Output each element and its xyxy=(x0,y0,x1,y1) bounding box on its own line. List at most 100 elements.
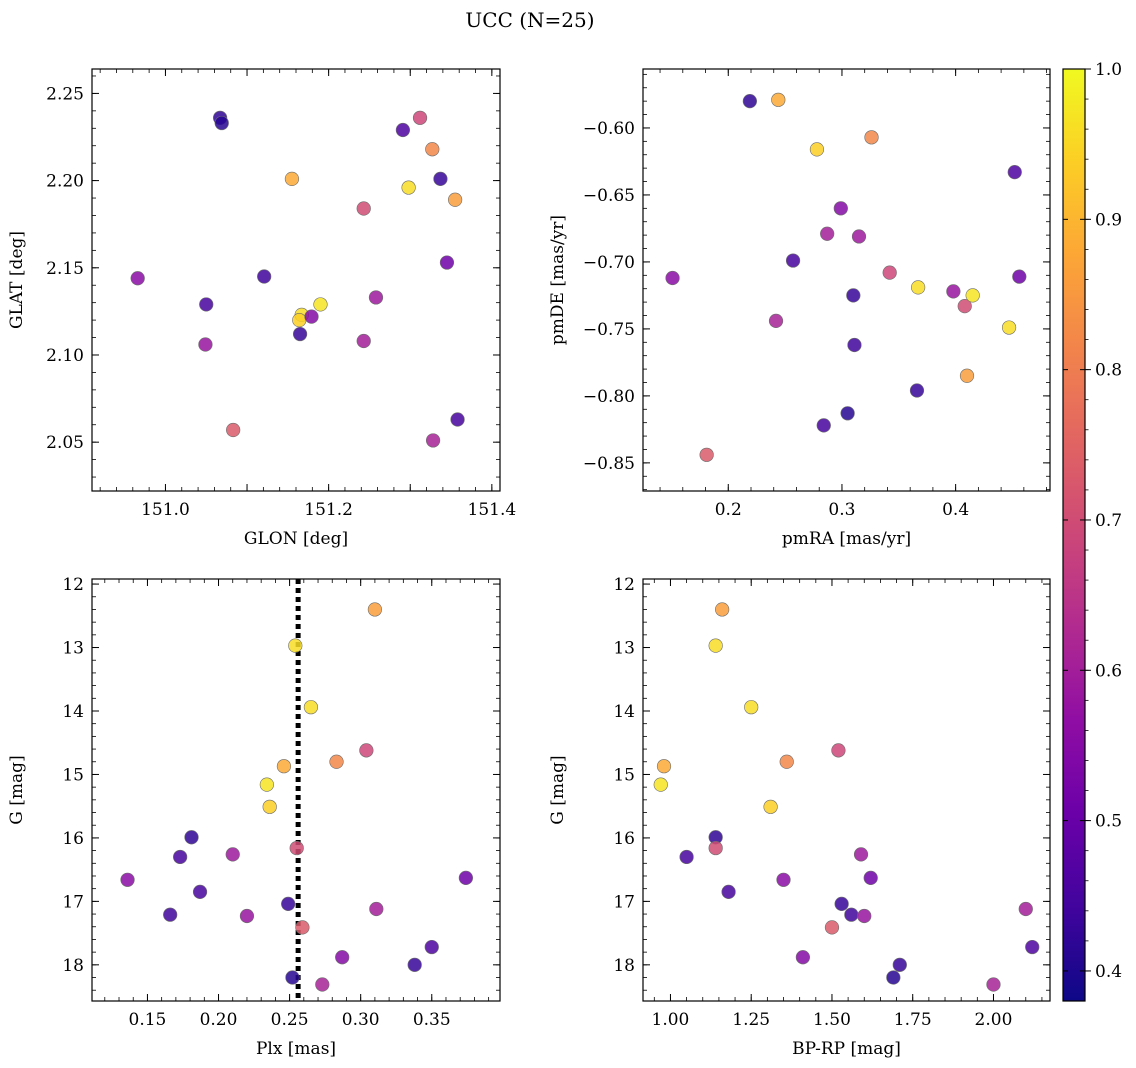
colorbar-tick-label: 0.9 xyxy=(1095,210,1122,230)
colorbar-frame xyxy=(1062,68,1086,1002)
y-tick-label: 17 xyxy=(62,892,84,912)
y-tick-label: 2.20 xyxy=(46,172,84,192)
scatter-points xyxy=(665,92,1027,462)
data-point xyxy=(289,840,304,856)
data-point xyxy=(259,777,274,792)
y-tick-label: −0.65 xyxy=(583,186,635,206)
y-tick-label: −0.70 xyxy=(583,253,635,273)
y-tick-label: 13 xyxy=(613,639,635,659)
y-tick-label: 16 xyxy=(613,829,635,849)
data-point xyxy=(911,280,926,295)
data-point xyxy=(424,939,439,955)
ticks: 1.00 1.25 1.50 1.75 2.00 12 13 14 15 16 17 18 xyxy=(613,575,1050,1030)
data-point xyxy=(303,700,319,715)
y-tick-label: 16 xyxy=(62,829,84,849)
data-point xyxy=(433,171,448,186)
x-tick-label: 0.15 xyxy=(129,1010,167,1030)
scatter-points xyxy=(653,602,1040,992)
data-point xyxy=(742,94,757,109)
data-point xyxy=(846,288,861,303)
x-axis-label: pmRA [mas/yr] xyxy=(782,529,911,549)
data-point xyxy=(679,849,694,865)
data-point xyxy=(721,884,736,899)
data-point xyxy=(367,602,382,617)
data-point xyxy=(820,226,835,241)
y-tick-label: −0.85 xyxy=(583,454,635,474)
data-point xyxy=(192,884,208,899)
y-tick-label: 17 xyxy=(613,892,635,912)
x-tick-label: 0.2 xyxy=(715,500,742,520)
data-point xyxy=(262,799,277,814)
y-axis-label: G [mag] xyxy=(7,755,27,824)
x-tick-label: 2.00 xyxy=(975,1010,1013,1030)
data-point xyxy=(407,957,422,972)
data-point xyxy=(163,907,178,922)
y-tick-label: −0.60 xyxy=(583,119,635,139)
data-point xyxy=(768,313,784,328)
colorbar-tick-label: 0.6 xyxy=(1095,661,1122,681)
data-point xyxy=(356,201,371,216)
data-point xyxy=(795,950,810,965)
y-tick-label: 14 xyxy=(613,702,635,722)
x-tick-label: 151.0 xyxy=(141,500,190,520)
data-point xyxy=(395,122,410,138)
data-point xyxy=(665,270,680,286)
data-point xyxy=(329,754,344,769)
x-axis-label: Plx [mas] xyxy=(256,1039,336,1059)
data-point xyxy=(847,337,862,353)
colorbar-tick-label: 0.4 xyxy=(1095,962,1122,982)
data-point xyxy=(892,957,907,972)
y-axis-label: GLAT [deg] xyxy=(7,231,27,329)
data-point xyxy=(226,422,241,438)
data-point xyxy=(173,849,188,865)
x-tick-label: 0.3 xyxy=(828,500,855,520)
y-tick-label: 18 xyxy=(613,956,635,976)
data-point xyxy=(368,290,384,305)
data-point xyxy=(439,255,455,270)
y-tick-label: 2.15 xyxy=(46,259,84,279)
data-point xyxy=(840,406,855,421)
y-tick-label: −0.80 xyxy=(583,387,635,407)
data-point xyxy=(295,920,310,935)
figure-title: UCC (N=25) xyxy=(465,8,594,32)
data-point xyxy=(886,970,901,985)
x-tick-label: 151.4 xyxy=(468,500,517,520)
panel-3: 0.15 0.20 0.25 0.30 0.35 12 13 14 15 16 17 18 Plx [m… xyxy=(7,575,501,1059)
data-point xyxy=(335,950,350,965)
x-tick-label: 1.00 xyxy=(652,1010,690,1030)
data-point xyxy=(959,368,975,383)
colorbar-tick-label: 0.5 xyxy=(1095,812,1122,832)
colorbar-gradient xyxy=(1063,69,1085,1001)
data-point xyxy=(313,297,328,312)
data-point xyxy=(816,418,831,433)
data-point xyxy=(744,700,759,715)
y-tick-label: 13 xyxy=(62,639,84,659)
y-tick-label: 15 xyxy=(62,765,84,785)
ticks: 0.2 0.3 0.4 −0.85 −0.80 −0.75 −0.70 −0.65 −0.60 xyxy=(583,69,1050,520)
data-point xyxy=(1018,901,1033,917)
data-point xyxy=(412,110,428,125)
data-point xyxy=(225,847,240,862)
data-point xyxy=(785,253,801,268)
data-point xyxy=(851,229,867,244)
data-point xyxy=(359,743,374,758)
data-point xyxy=(957,299,972,314)
y-tick-label: 2.25 xyxy=(46,84,84,104)
colorbar-tick-label: 1.0 xyxy=(1095,60,1122,80)
colorbar: 0.4 0.5 0.6 0.7 0.8 0.9 1.0 xyxy=(1062,60,1122,1002)
data-point xyxy=(284,171,300,186)
data-point xyxy=(257,269,272,284)
data-point xyxy=(184,830,199,845)
data-point xyxy=(776,872,791,887)
axes-frame xyxy=(642,68,1051,492)
x-tick-label: 1.25 xyxy=(732,1010,770,1030)
data-point xyxy=(239,908,255,924)
data-point xyxy=(1001,320,1017,335)
data-point xyxy=(653,777,668,792)
data-point xyxy=(369,901,384,917)
y-tick-label: 2.10 xyxy=(46,346,84,366)
colorbar-tick-label: 0.8 xyxy=(1095,361,1122,381)
data-point xyxy=(448,192,463,207)
data-point xyxy=(909,383,925,398)
